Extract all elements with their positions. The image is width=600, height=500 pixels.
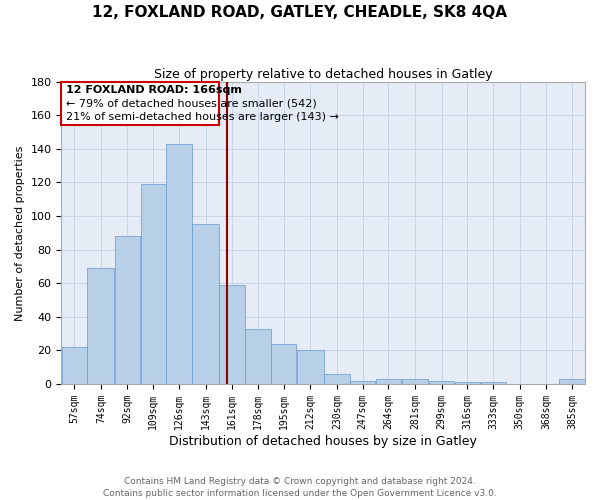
Bar bbox=[559, 379, 585, 384]
Bar bbox=[192, 224, 219, 384]
Bar bbox=[271, 344, 296, 384]
Bar bbox=[62, 347, 87, 384]
Bar bbox=[429, 380, 454, 384]
Text: 12, FOXLAND ROAD, GATLEY, CHEADLE, SK8 4QA: 12, FOXLAND ROAD, GATLEY, CHEADLE, SK8 4… bbox=[92, 5, 508, 20]
Bar bbox=[140, 184, 166, 384]
Bar bbox=[350, 380, 376, 384]
Bar bbox=[245, 328, 271, 384]
Bar bbox=[166, 144, 191, 384]
Y-axis label: Number of detached properties: Number of detached properties bbox=[15, 145, 25, 320]
Bar bbox=[324, 374, 350, 384]
Bar bbox=[481, 382, 506, 384]
Text: ← 79% of detached houses are smaller (542): ← 79% of detached houses are smaller (54… bbox=[66, 98, 317, 108]
Text: 21% of semi-detached houses are larger (143) →: 21% of semi-detached houses are larger (… bbox=[66, 112, 339, 122]
Bar bbox=[455, 382, 480, 384]
Bar bbox=[88, 268, 114, 384]
Bar bbox=[401, 379, 428, 384]
Bar bbox=[297, 350, 324, 384]
Text: 12 FOXLAND ROAD: 166sqm: 12 FOXLAND ROAD: 166sqm bbox=[66, 85, 242, 95]
Bar bbox=[220, 285, 245, 384]
Text: Contains HM Land Registry data © Crown copyright and database right 2024.
Contai: Contains HM Land Registry data © Crown c… bbox=[103, 476, 497, 498]
Bar bbox=[115, 236, 140, 384]
Bar bbox=[376, 379, 401, 384]
Title: Size of property relative to detached houses in Gatley: Size of property relative to detached ho… bbox=[154, 68, 493, 80]
X-axis label: Distribution of detached houses by size in Gatley: Distribution of detached houses by size … bbox=[169, 434, 477, 448]
FancyBboxPatch shape bbox=[61, 82, 219, 126]
